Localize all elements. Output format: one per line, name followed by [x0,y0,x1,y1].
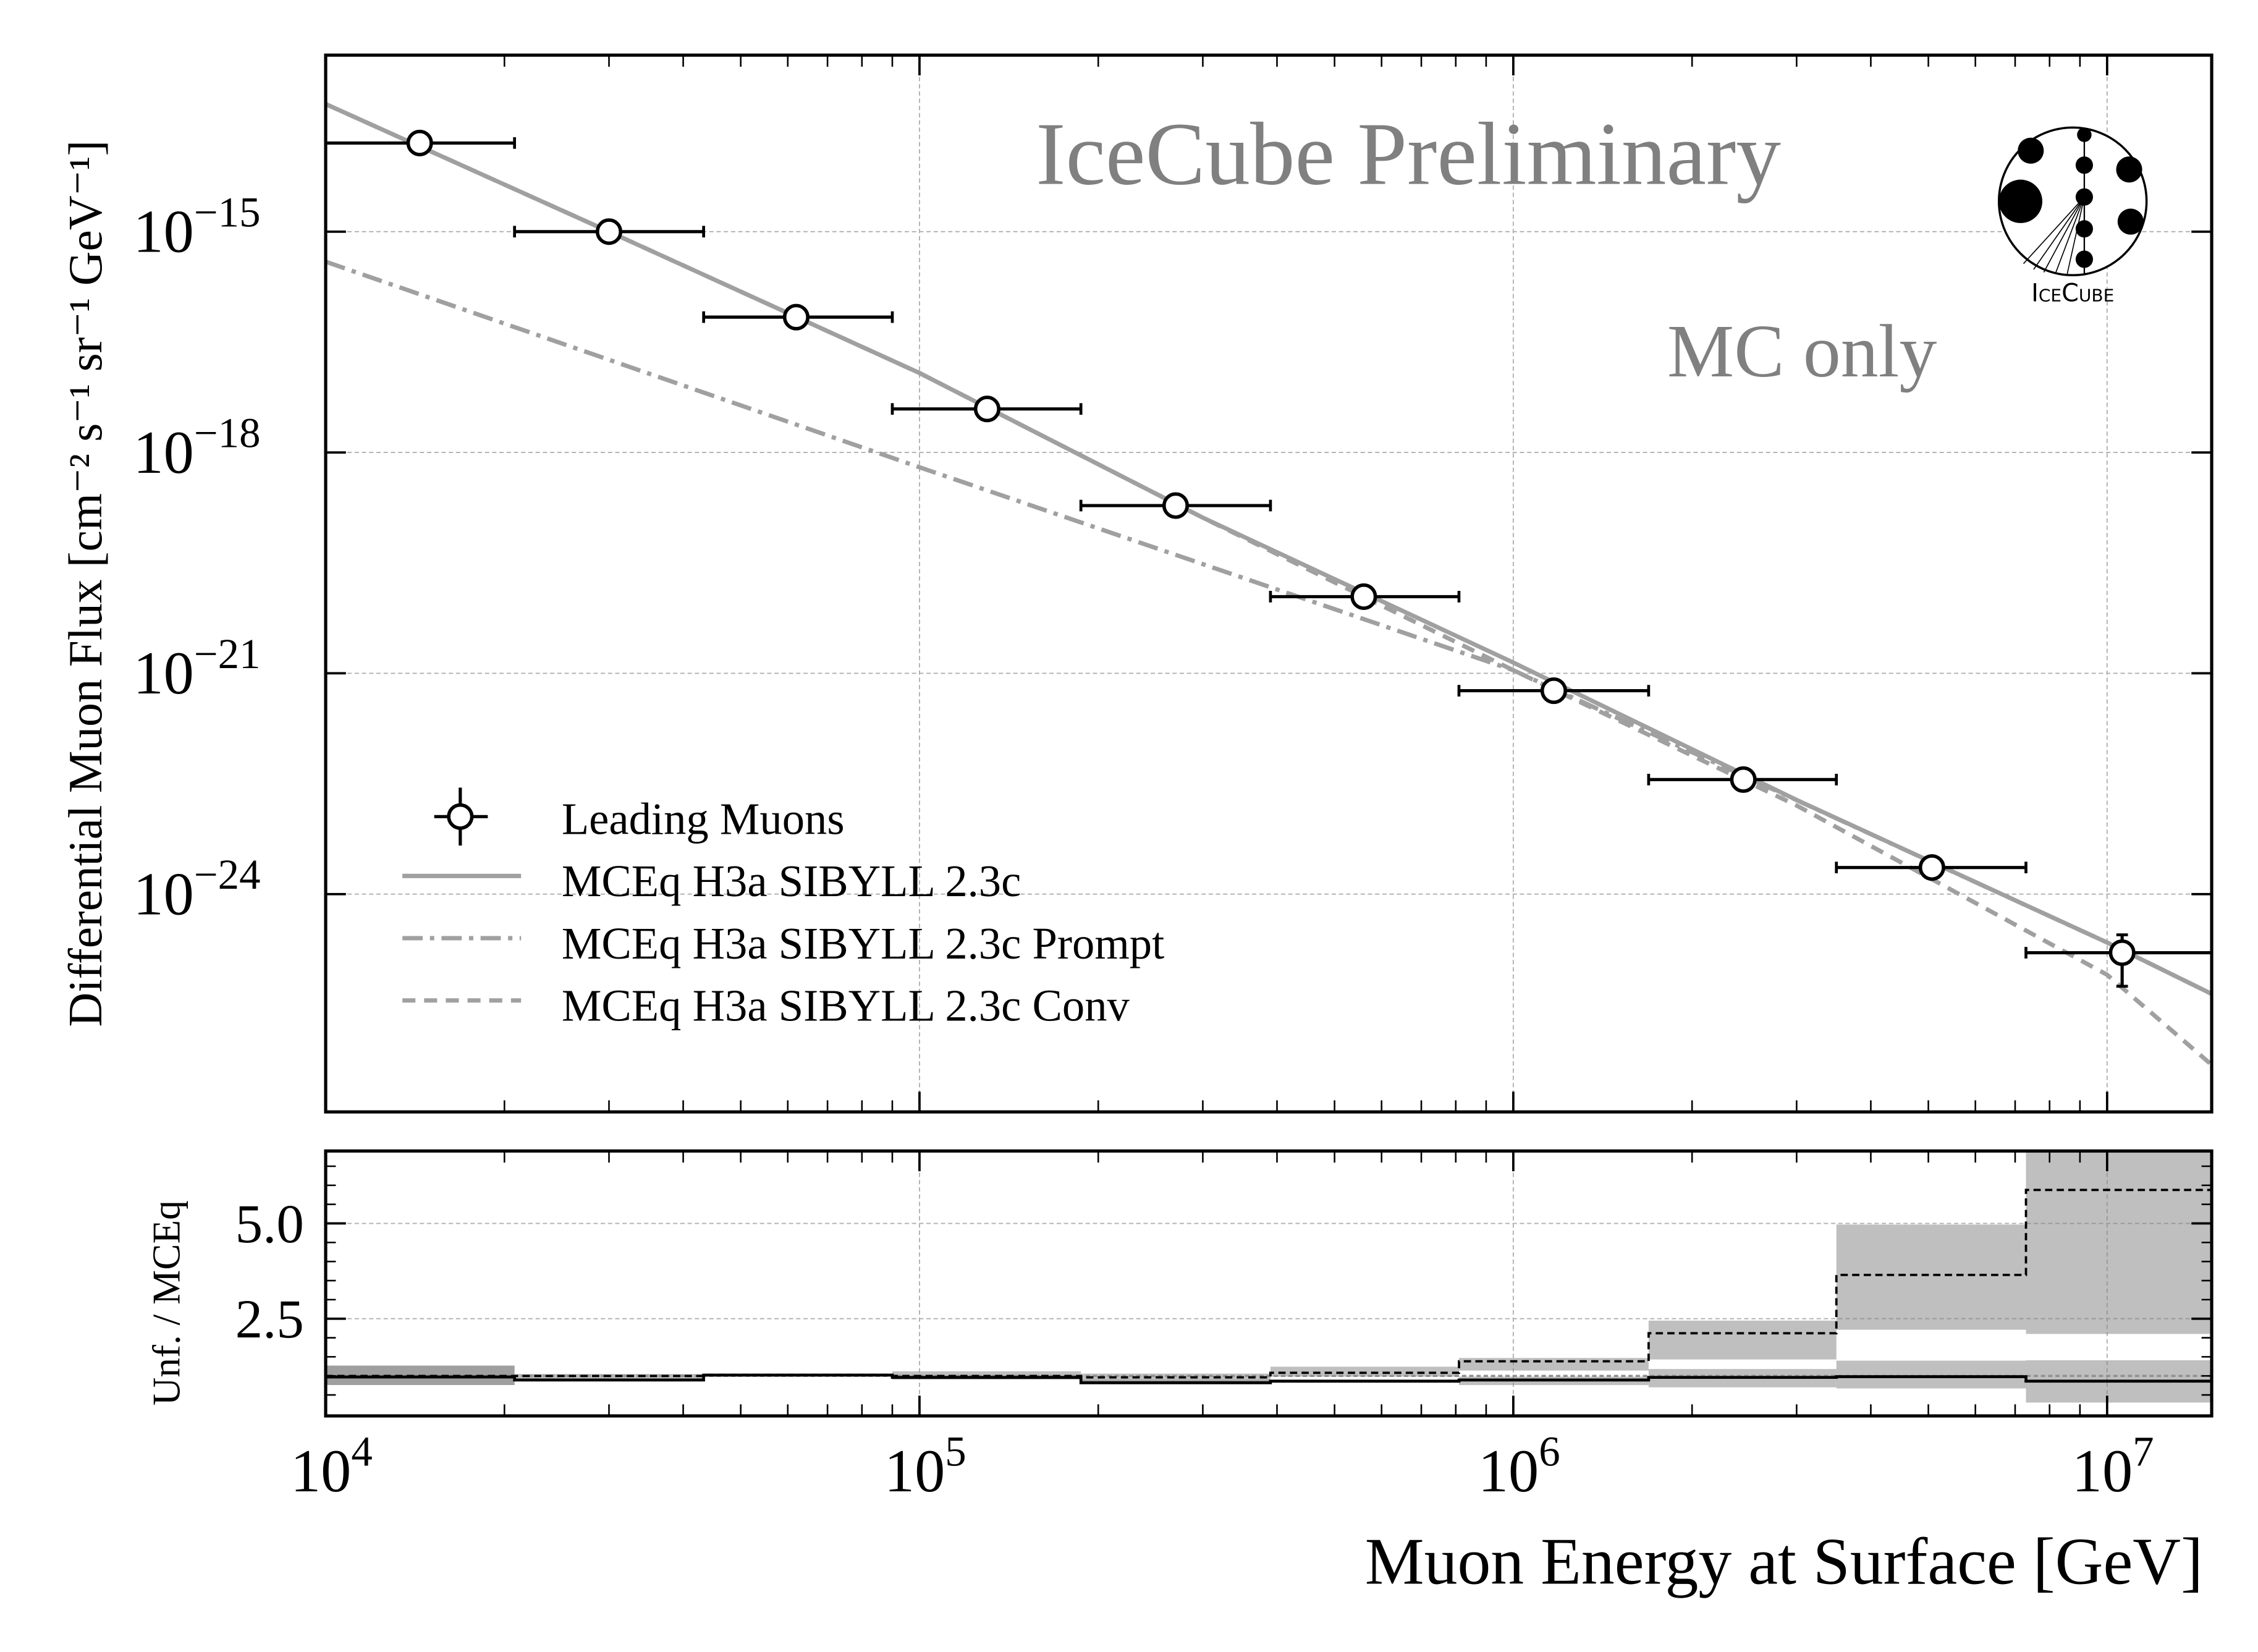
x-tick-label: 107 [2072,1428,2154,1504]
mc-only-note: MC only [1667,310,1937,393]
main-axes-frame [324,53,2214,1114]
x-tick-label: 105 [884,1428,966,1504]
data-point [513,218,705,245]
legend-entry: MCEq H3a SIBYLL 2.3c [402,856,1021,906]
legend-label: Leading Muons [562,794,845,844]
ratio-axes-frame [324,1149,2214,1418]
unfolded-uncertainty-band [1648,1320,1837,1360]
legend-entry: Leading Muons [434,787,845,846]
series-line-dashdot [326,260,2212,996]
x-tick-label: 104 [290,1428,373,1504]
point-marker [973,396,1000,423]
unfolded-uncertainty-band [1458,1358,1649,1371]
mc-uncertainty-band [1836,1360,2026,1389]
ratio-y-tick-label: 5.0 [235,1194,304,1255]
point-marker [2108,939,2136,967]
data-point [1269,583,1461,610]
data-point [702,303,894,331]
unfolded-uncertainty-band [1836,1224,2026,1330]
legend-label: MCEq H3a SIBYLL 2.3c [562,856,1021,906]
y-axis-label-main: Differential Muon Flux [cm⁻² s⁻¹ sr⁻¹ Ge… [59,140,112,1027]
point-marker [1730,766,1757,793]
point-marker [1350,583,1377,610]
data-points [326,129,2212,988]
y-tick-label: 10−24 [133,851,260,928]
x-axis-label: Muon Energy at Surface [GeV] [1365,1525,2203,1599]
ratio-y-tick-label: 2.5 [235,1289,304,1350]
data-point [1835,854,2028,881]
logo-text: IceCube [2031,279,2114,307]
y-tick-label: 10−18 [133,410,260,486]
point-marker [1918,854,1945,881]
y-tick-label: 10−15 [133,188,260,265]
legend-entry: MCEq H3a SIBYLL 2.3c Prompt [402,918,1164,968]
legend-entry: MCEq H3a SIBYLL 2.3c Conv [402,981,1130,1031]
axis-ticks [326,55,2212,1416]
data-point [890,396,1083,423]
point-marker [595,218,623,245]
y-tick-label: 10−21 [133,630,260,707]
data-point [1647,766,1838,793]
legend-label: MCEq H3a SIBYLL 2.3c Conv [562,981,1130,1031]
point-marker [782,303,810,331]
ratio-content [326,1151,2212,1403]
legend: Leading Muons MCEq H3a SIBYLL 2.3c MCEq H3… [402,787,1164,1031]
x-tick-label: 106 [1478,1428,1560,1504]
point-marker [406,129,433,156]
y-axis-label-ratio: Unf. / MCEq [145,1200,188,1405]
unfolded-ratio-step-line [326,1188,2212,1379]
data-point [1079,492,1272,519]
legend-label: MCEq H3a SIBYLL 2.3c Prompt [562,918,1164,968]
mc-ratio-step-line [326,1373,2212,1384]
tick-labels: 10−15 10−18 10−21 10−24 104 105 106 107 2.5 5.0 [133,188,2154,1504]
legend-marker [447,803,474,830]
icecube-logo: IceCube [1997,126,2148,307]
point-marker [1162,492,1190,519]
point-marker [1540,677,1567,705]
data-point [1457,677,1651,705]
data-point [326,129,517,156]
unfolded-uncertainty-band [2026,1151,2212,1334]
data-point [2024,933,2212,988]
watermark-text: IceCube Preliminary [1036,105,1781,204]
